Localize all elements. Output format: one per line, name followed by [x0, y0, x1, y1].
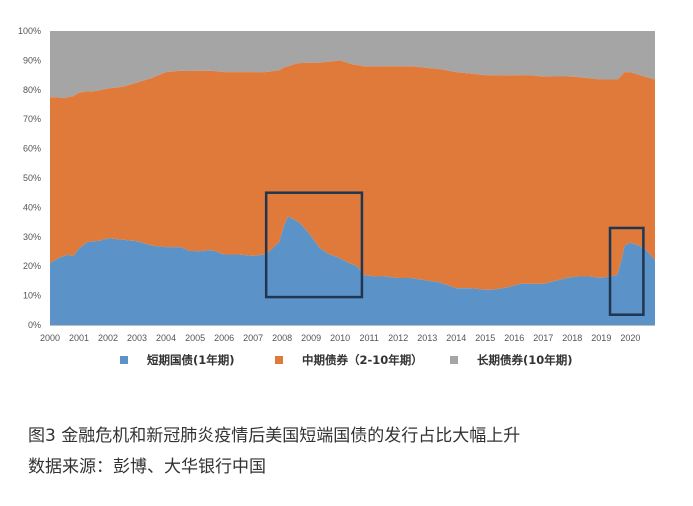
x-tick-label: 2001	[69, 333, 89, 343]
legend-label: 短期国债(1年期)	[147, 353, 235, 367]
legend-swatch	[450, 356, 458, 364]
y-axis: 0% 10% 20% 30% 40% 50% 60% 70% 80% 90% 100%	[18, 26, 41, 330]
y-tick-label: 90%	[23, 55, 41, 65]
x-tick-label: 2013	[417, 333, 437, 343]
x-tick-label: 2006	[214, 333, 234, 343]
legend-swatch	[120, 356, 128, 364]
x-tick-label: 2020	[620, 333, 640, 343]
legend-label: 中期债券（2-10年期）	[302, 353, 423, 367]
y-tick-label: 40%	[23, 202, 41, 212]
x-tick-label: 2010	[330, 333, 350, 343]
data-source: 数据来源：彭博、大华银行中国	[28, 457, 266, 477]
plot-areas	[50, 31, 655, 325]
x-tick-label: 2004	[156, 333, 176, 343]
x-tick-label: 2016	[504, 333, 524, 343]
x-axis: 2000 2001 2002 2003 2004 2005 2006 2007 2008 2009…	[40, 325, 655, 343]
x-tick-label: 2002	[98, 333, 118, 343]
x-tick-label: 2000	[40, 333, 60, 343]
x-tick-label: 2014	[446, 333, 466, 343]
area-series-3	[50, 31, 655, 99]
y-tick-label: 0%	[28, 320, 41, 330]
highlight-box-1	[264, 191, 364, 299]
y-tick-label: 10%	[23, 291, 41, 301]
legend-label: 长期债券(10年期)	[477, 353, 573, 367]
x-tick-label: 2009	[301, 333, 321, 343]
y-tick-label: 50%	[23, 173, 41, 183]
x-tick-label: 2007	[243, 333, 263, 343]
y-tick-label: 80%	[23, 85, 41, 95]
x-tick-label: 2017	[533, 333, 553, 343]
highlight-box-2	[608, 226, 645, 316]
y-tick-label: 60%	[23, 144, 41, 154]
legend-swatch	[275, 356, 283, 364]
x-tick-label: 2018	[562, 333, 582, 343]
y-tick-label: 30%	[23, 232, 41, 242]
x-tick-label: 2008	[272, 333, 292, 343]
x-tick-label: 2005	[185, 333, 205, 343]
area-series-1	[50, 216, 655, 325]
y-tick-label: 100%	[18, 26, 41, 36]
legend: 短期国债(1年期) 中期债券（2-10年期） 长期债券(10年期)	[120, 353, 573, 367]
x-tick-label: 2003	[127, 333, 147, 343]
y-tick-label: 20%	[23, 261, 41, 271]
annotation-boxes	[264, 191, 645, 316]
area-series-2	[50, 60, 655, 290]
x-tick-label: 2012	[388, 333, 408, 343]
stacked-area-chart: 0%10%20%30%40%50%60%70%80%90%100% 2000 20…	[18, 26, 655, 367]
figure-caption: 图3 金融危机和新冠肺炎疫情后美国短端国债的发行占比大幅上升	[28, 426, 521, 446]
y-tick-label: 70%	[23, 114, 41, 124]
x-tick-label: 2015	[475, 333, 495, 343]
x-tick-label: 2019	[591, 333, 611, 343]
x-tick-label: 2011	[360, 333, 379, 343]
